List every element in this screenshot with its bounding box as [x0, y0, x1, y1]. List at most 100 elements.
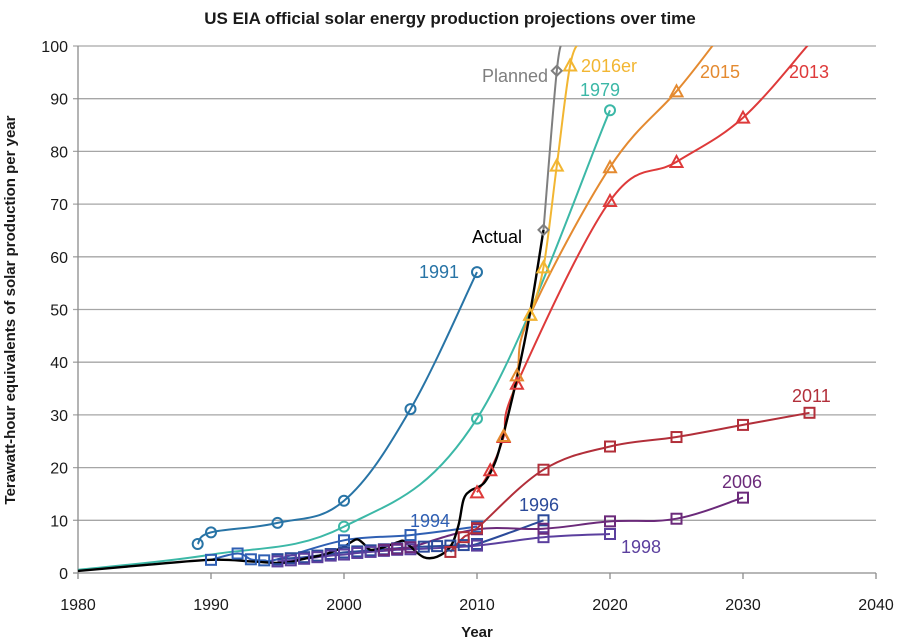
data-point-2006 — [404, 541, 417, 554]
y-tick-label: 50 — [50, 303, 68, 320]
y-tick-label: 100 — [41, 39, 68, 56]
data-point-2011 — [737, 418, 749, 431]
data-point-2016er — [549, 157, 565, 172]
series-label-2013: 2013 — [789, 62, 829, 82]
data-point-1998 — [284, 554, 297, 567]
data-point-2011 — [537, 463, 550, 476]
data-point-2006 — [737, 491, 749, 504]
y-tick-label: 60 — [50, 250, 68, 267]
data-point-1979 — [338, 520, 350, 533]
data-point-2011 — [803, 406, 816, 419]
data-point-1998 — [324, 549, 337, 562]
x-tick-label: 2030 — [725, 597, 761, 614]
series-label-actual: Actual — [472, 227, 522, 247]
series-line-actual — [77, 229, 545, 573]
data-point-1998 — [604, 528, 616, 541]
data-point-1998 — [471, 539, 483, 552]
data-point-2013 — [469, 484, 485, 499]
data-point-2013 — [668, 153, 685, 168]
data-point-2013 — [509, 375, 525, 390]
data-point-1994 — [338, 534, 350, 547]
x-tick-label: 2020 — [592, 597, 628, 614]
data-point-2006 — [604, 515, 616, 528]
gridlines — [73, 45, 876, 521]
series-label-1979: 1979 — [580, 80, 620, 100]
data-point-1998 — [298, 552, 311, 565]
data-point-1994 — [404, 529, 417, 542]
series-label-2015: 2015 — [700, 62, 740, 82]
series-label-1994: 1994 — [410, 511, 450, 531]
series-label-2011: 2011 — [792, 386, 831, 406]
data-point-2015 — [602, 159, 618, 174]
data-point-2011 — [670, 431, 683, 444]
x-tick-label: 2010 — [459, 597, 495, 614]
data-point-1998 — [311, 551, 324, 564]
data-point-2016er — [562, 57, 578, 72]
y-tick-label: 30 — [50, 408, 68, 425]
data-point-1979 — [471, 412, 483, 425]
x-tick-label: 2040 — [858, 597, 894, 614]
data-point-2015 — [509, 367, 525, 382]
data-point-2016er — [522, 306, 538, 321]
x-tick-label: 1990 — [193, 597, 229, 614]
data-point-1996 — [431, 540, 444, 553]
data-point-1991 — [271, 516, 284, 529]
series-label-1991: 1991 — [419, 262, 459, 282]
data-point-1994 — [231, 547, 244, 560]
data-point-1979 — [604, 104, 616, 117]
series-line-2013 — [476, 46, 809, 493]
data-point-2015 — [668, 83, 685, 98]
data-point-1998 — [537, 531, 550, 544]
data-point-1998 — [351, 546, 364, 559]
series-line-1979 — [77, 109, 611, 571]
series-labels: Planned 2016er 1979 2015 2013 Actual 1991 2011 2… — [410, 56, 831, 557]
series-line-1991 — [196, 271, 478, 545]
x-axis-ticks: 1980 1990 2000 2010 2020 2030 2040 — [60, 573, 894, 614]
y-tick-label: 10 — [50, 513, 68, 530]
data-point-1998 — [364, 545, 377, 558]
data-point-2011 — [444, 545, 457, 558]
data-point-1996 — [457, 539, 470, 552]
data-point-1996 — [537, 514, 550, 527]
series-lines — [77, 46, 810, 573]
series-label-1998: 1998 — [621, 537, 661, 557]
data-point-1991 — [205, 526, 217, 539]
data-point-1996 — [444, 539, 457, 552]
axes — [73, 46, 876, 574]
y-tick-label: 80 — [50, 144, 68, 161]
data-point-2015 — [495, 427, 512, 442]
data-point-2011 — [471, 522, 483, 535]
y-tick-label: 90 — [50, 92, 68, 109]
data-point-1991 — [191, 538, 204, 551]
data-point-2011 — [457, 531, 470, 544]
data-point-2013 — [735, 109, 751, 124]
data-point-planned — [550, 64, 564, 78]
data-point-1994 — [244, 553, 257, 566]
y-axis-ticks: 0 10 20 30 40 50 60 70 80 90 100 — [41, 39, 68, 583]
data-point-1996 — [417, 540, 430, 553]
series-label-1996: 1996 — [519, 495, 559, 515]
data-point-1998 — [338, 548, 350, 561]
y-tick-label: 20 — [50, 461, 68, 478]
x-tick-label: 2000 — [326, 597, 362, 614]
chart-title: US EIA official solar energy production … — [204, 9, 696, 28]
y-tick-label: 40 — [50, 355, 68, 372]
series-markers — [191, 57, 816, 568]
data-point-2013 — [602, 192, 618, 207]
data-point-1994 — [205, 553, 217, 566]
data-point-2006 — [391, 542, 404, 555]
data-point-2013 — [482, 462, 498, 477]
data-point-2011 — [604, 440, 616, 453]
y-axis-title: Terawatt-hour equivalents of solar produ… — [2, 115, 19, 504]
series-line-2006 — [383, 496, 744, 551]
series-label-planned: Planned — [482, 66, 548, 86]
data-point-1991 — [404, 403, 417, 416]
data-point-2016er — [535, 259, 552, 274]
series-label-2016er: 2016er — [581, 56, 637, 76]
y-tick-label: 0 — [59, 566, 68, 583]
data-point-planned — [537, 223, 550, 237]
x-axis-title: Year — [461, 624, 493, 640]
data-point-1991 — [338, 494, 350, 507]
y-tick-label: 70 — [50, 197, 68, 214]
